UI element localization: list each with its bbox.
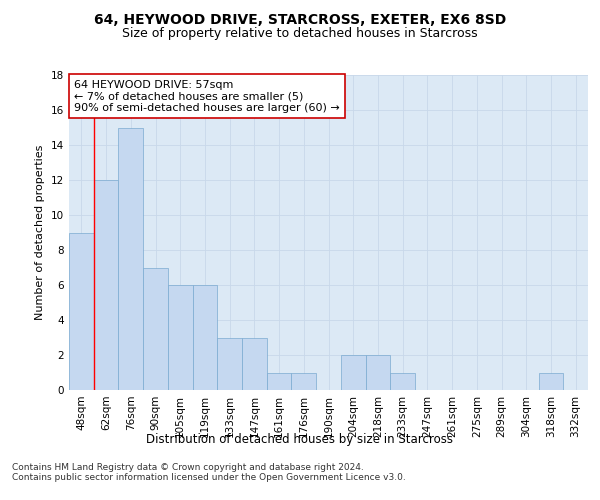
Text: Contains HM Land Registry data © Crown copyright and database right 2024.
Contai: Contains HM Land Registry data © Crown c… bbox=[12, 462, 406, 482]
Text: Distribution of detached houses by size in Starcross: Distribution of detached houses by size … bbox=[146, 432, 454, 446]
Bar bbox=[292, 372, 316, 390]
Bar bbox=[341, 355, 365, 390]
Bar bbox=[193, 285, 217, 390]
Bar bbox=[94, 180, 118, 390]
Bar bbox=[390, 372, 415, 390]
Text: 64 HEYWOOD DRIVE: 57sqm
← 7% of detached houses are smaller (5)
90% of semi-deta: 64 HEYWOOD DRIVE: 57sqm ← 7% of detached… bbox=[74, 80, 340, 113]
Bar bbox=[69, 232, 94, 390]
Text: Size of property relative to detached houses in Starcross: Size of property relative to detached ho… bbox=[122, 28, 478, 40]
Bar bbox=[267, 372, 292, 390]
Bar bbox=[217, 338, 242, 390]
Text: 64, HEYWOOD DRIVE, STARCROSS, EXETER, EX6 8SD: 64, HEYWOOD DRIVE, STARCROSS, EXETER, EX… bbox=[94, 12, 506, 26]
Bar bbox=[539, 372, 563, 390]
Bar bbox=[168, 285, 193, 390]
Bar bbox=[242, 338, 267, 390]
Bar bbox=[365, 355, 390, 390]
Bar bbox=[143, 268, 168, 390]
Bar bbox=[118, 128, 143, 390]
Y-axis label: Number of detached properties: Number of detached properties bbox=[35, 145, 46, 320]
